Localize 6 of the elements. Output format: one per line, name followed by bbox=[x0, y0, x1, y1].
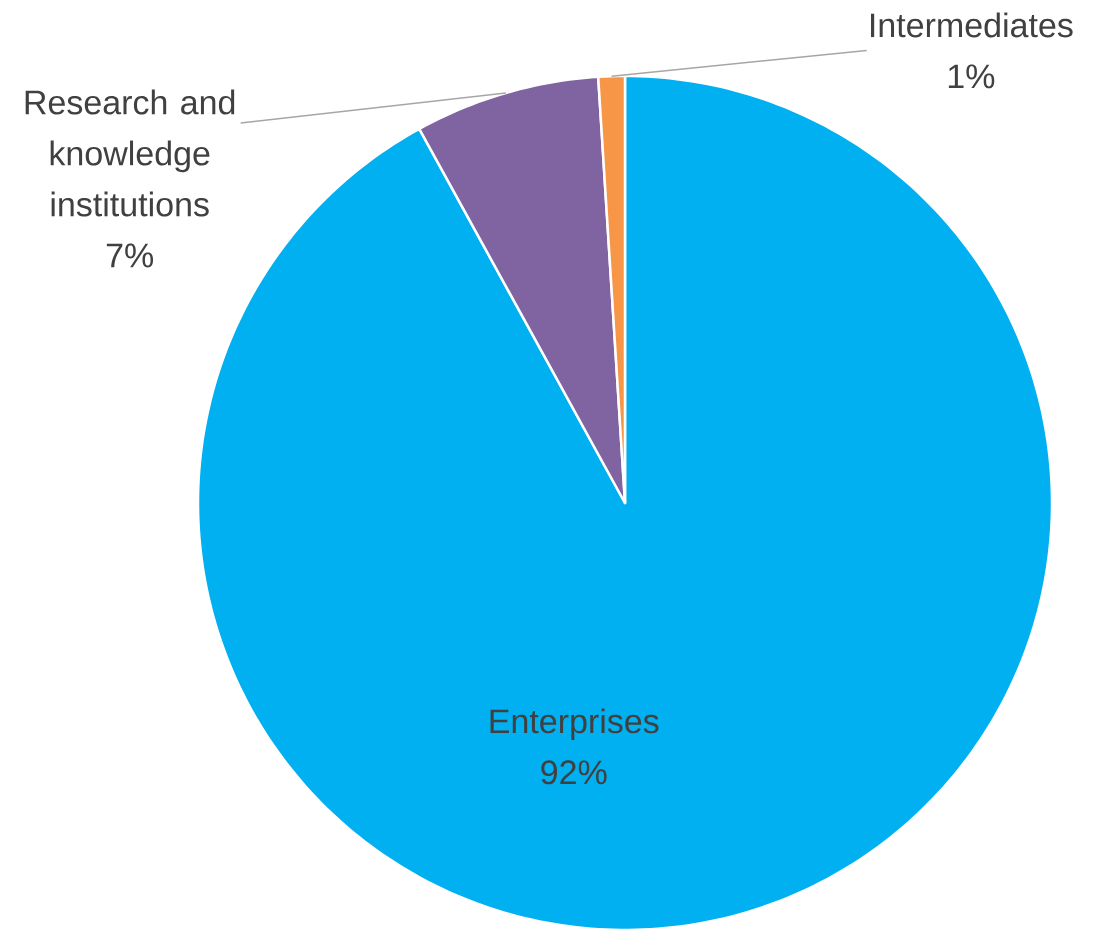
data-label: 92% bbox=[541, 760, 607, 785]
slice-label: Intermediates bbox=[871, 12, 1073, 38]
slice-label: Enterprises bbox=[490, 708, 659, 741]
data-label: 7% bbox=[106, 243, 154, 268]
data-label: 1% bbox=[948, 64, 995, 89]
slice-label: Research and knowledge institutions bbox=[25, 89, 235, 217]
